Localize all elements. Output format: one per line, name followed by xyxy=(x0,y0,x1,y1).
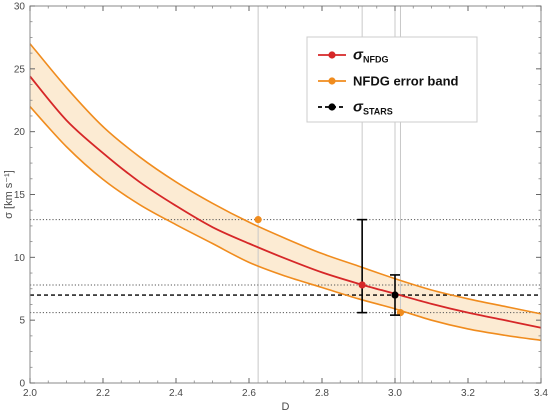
y-tick-label: 25 xyxy=(14,64,26,75)
legend-swatch-marker xyxy=(328,51,336,59)
legend: σNFDG NFDG error band σSTARS xyxy=(306,36,478,123)
y-tick-label: 20 xyxy=(14,127,26,138)
x-tick-label: 2.8 xyxy=(315,388,329,399)
legend-swatch-marker xyxy=(328,77,336,85)
legend-label: σNFDG xyxy=(353,47,388,65)
data-point xyxy=(358,281,366,289)
legend-entry: σSTARS xyxy=(318,99,393,117)
legend-entry: σNFDG xyxy=(318,47,388,65)
data-point xyxy=(391,291,399,299)
legend-entry: NFDG error band xyxy=(318,74,459,89)
y-axis-label: σ [km s⁻¹] xyxy=(3,170,15,219)
curves-layer xyxy=(29,43,542,342)
legend-swatch-marker xyxy=(328,103,336,111)
x-tick-label: 3.2 xyxy=(461,388,475,399)
x-tick-label: 2.6 xyxy=(242,388,256,399)
legend-label: NFDG error band xyxy=(353,74,459,89)
x-tick-label: 2.4 xyxy=(169,388,183,399)
error-band-lower-line xyxy=(29,105,542,342)
points-layer xyxy=(254,216,405,317)
x-tick-label: 3.0 xyxy=(388,388,402,399)
y-tick-label: 15 xyxy=(14,190,26,201)
data-point xyxy=(254,216,262,224)
x-tick-label: 2.0 xyxy=(23,388,37,399)
y-tick-label: 30 xyxy=(14,2,26,13)
error-band-fill xyxy=(30,43,541,341)
ticks-layer: 2.0 2.2 2.4 2.6 2.8 3.0 3.2 3.4 0 5 10 15 20 25 30 xyxy=(14,2,549,400)
sigma-nfdg-line xyxy=(29,75,542,329)
y-tick-label: 0 xyxy=(19,379,25,390)
reference-lines-layer xyxy=(30,6,541,383)
x-tick-label: 3.4 xyxy=(534,388,548,399)
y-tick-label: 10 xyxy=(14,253,26,264)
y-tick-label: 5 xyxy=(19,316,25,327)
x-tick-label: 2.2 xyxy=(96,388,110,399)
error-band-layer xyxy=(30,43,541,341)
legend-label: σSTARS xyxy=(353,99,393,117)
x-axis-label: D xyxy=(282,401,290,413)
error-band-upper-line xyxy=(29,43,542,315)
